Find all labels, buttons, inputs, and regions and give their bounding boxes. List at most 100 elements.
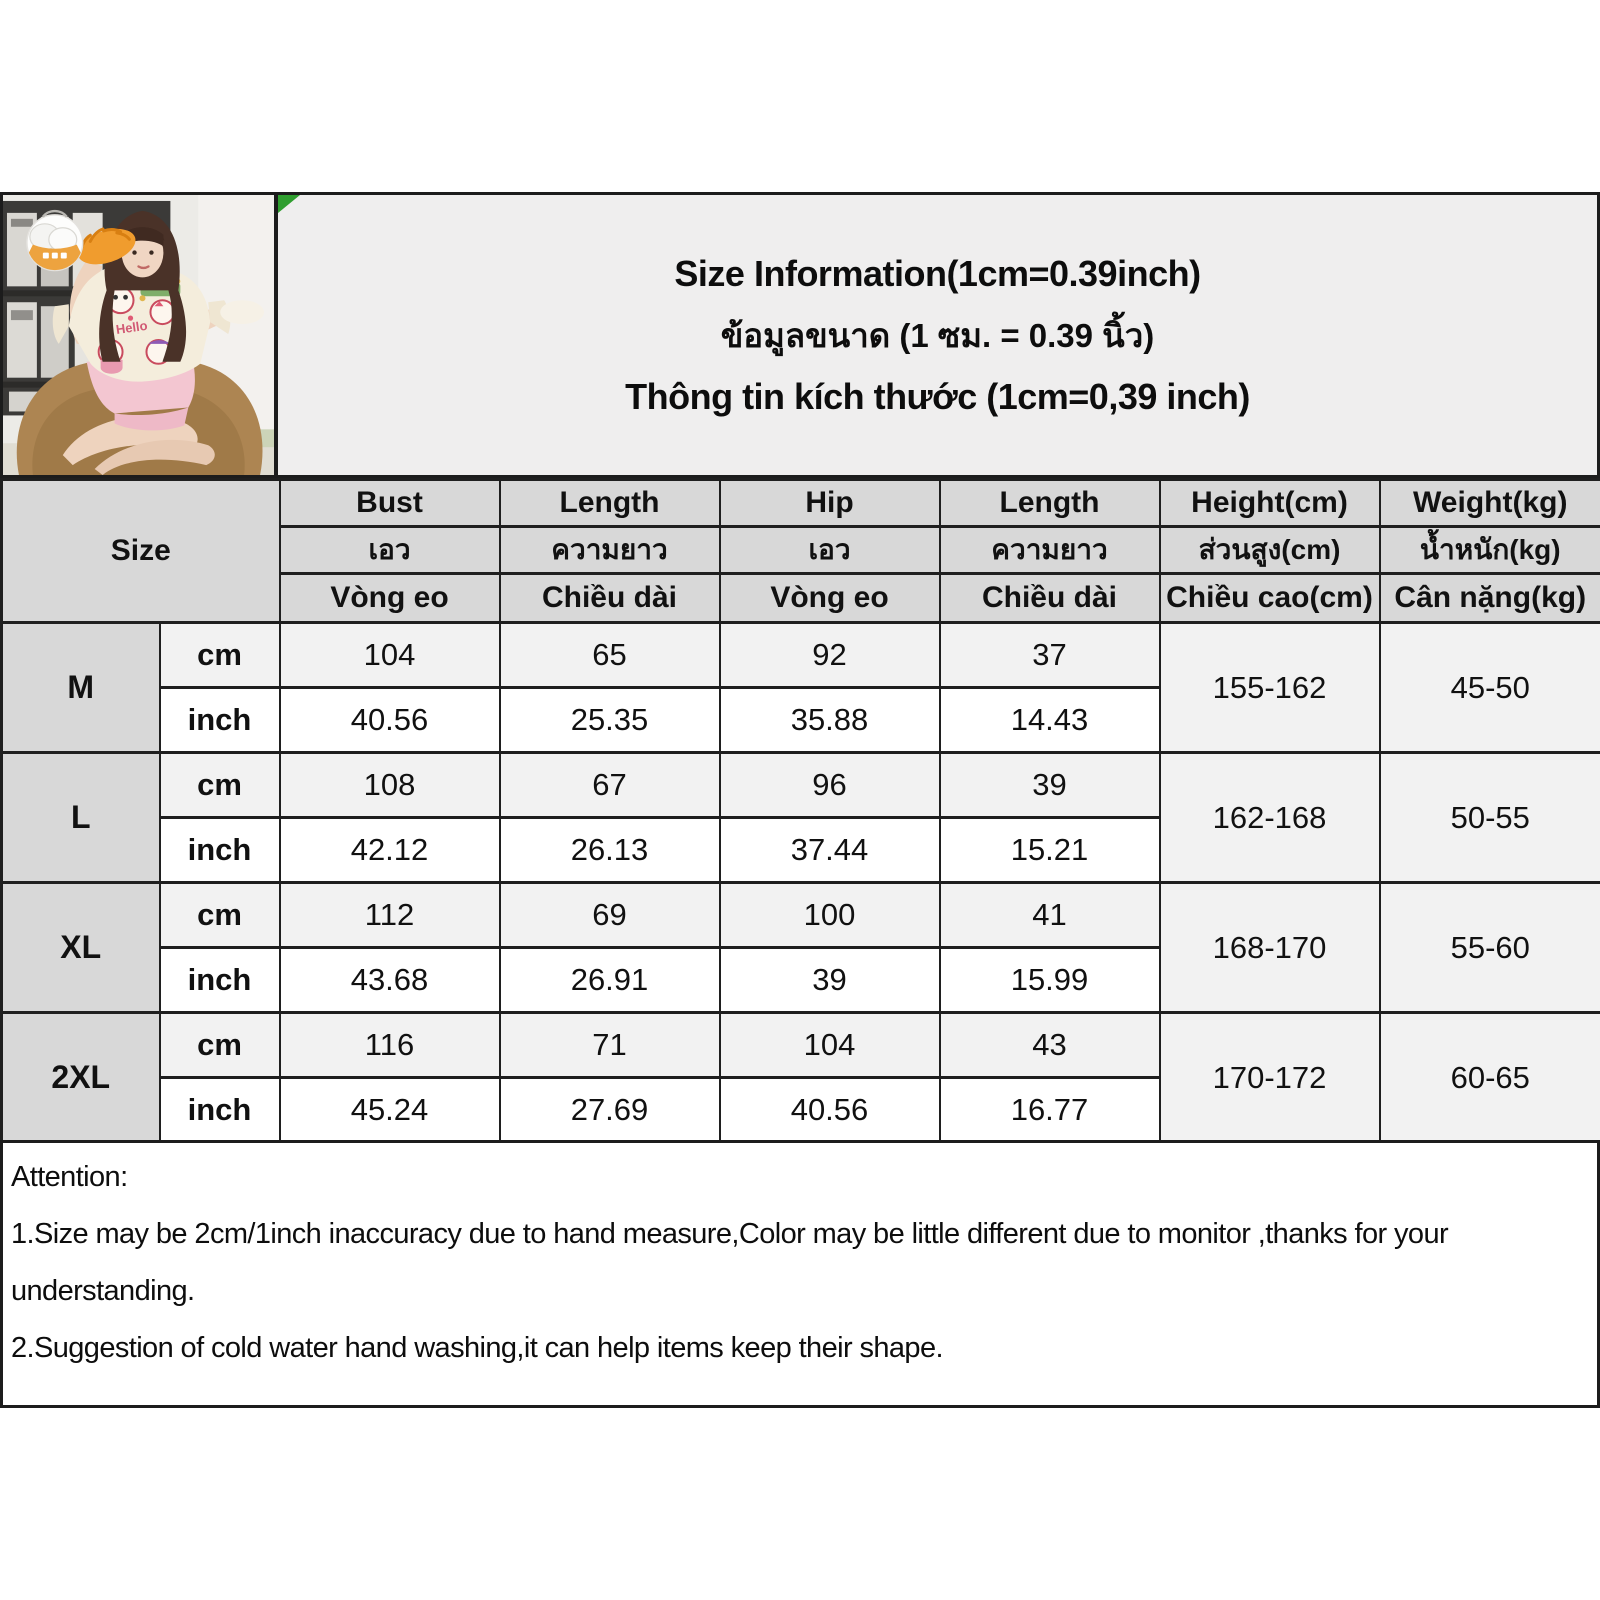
col-header-hip: Hip <box>718 478 941 528</box>
unit-cm: cm <box>158 751 281 819</box>
table-row-2xl-cm: 2XL cm 116 71 104 43 170-172 60-65 <box>0 1011 1600 1144</box>
2xl-height-range: 170-172 <box>1158 1011 1381 1144</box>
svg-text:Hello: Hello <box>115 318 149 337</box>
unit-inch: inch <box>158 816 281 884</box>
table-row-xl-inch: inch 43.68 26.91 39 15.99 <box>2 946 1600 1014</box>
l-bust-cm: 108 <box>278 751 501 819</box>
size-xl: XL <box>0 881 161 1014</box>
col-header-bust-vi: Vòng eo <box>278 572 501 624</box>
m-hip-inch: 35.88 <box>718 686 941 754</box>
col-header-length-bottom-th: ความยาว <box>938 525 1161 575</box>
m-bust-inch: 40.56 <box>278 686 501 754</box>
table-row-2xl-inch: inch 45.24 27.69 40.56 16.77 <box>2 1076 1600 1144</box>
2xl-hip-cm: 104 <box>718 1011 941 1079</box>
col-header-weight-vi: Cân nặng(kg) <box>1378 572 1600 624</box>
unit-cm: cm <box>158 621 281 689</box>
l-hip-cm: 96 <box>718 751 941 819</box>
table-row-l-cm: L cm 108 67 96 39 162-168 50-55 <box>0 751 1600 884</box>
product-photo-illustration: Hello <box>3 195 274 475</box>
l-weight-range: 50-55 <box>1378 751 1600 884</box>
2xl-length2-inch: 16.77 <box>938 1076 1161 1144</box>
xl-length-inch: 26.91 <box>498 946 721 1014</box>
m-length-inch: 25.35 <box>498 686 721 754</box>
col-header-height-th: ส่วนสูง(cm) <box>1158 525 1381 575</box>
m-length2-cm: 37 <box>938 621 1161 689</box>
xl-height-range: 168-170 <box>1158 881 1381 1014</box>
2xl-length-cm: 71 <box>498 1011 721 1079</box>
shorts-shade <box>114 407 189 431</box>
xl-length-cm: 69 <box>498 881 721 949</box>
col-header-weight-th: น้ำหนัก(kg) <box>1378 525 1600 575</box>
header-row-thai: เอว ความยาว เอว ความยาว ส่วนสูง(cm) น้ำห… <box>2 525 1600 575</box>
xl-length2-cm: 41 <box>938 881 1161 949</box>
title-vietnamese: Thông tin kích thước (1cm=0,39 inch) <box>625 375 1250 417</box>
unit-cm: cm <box>158 1011 281 1079</box>
sleeve-right <box>52 304 69 344</box>
title-box: Size Information(1cm=0.39inch) ข้อมูลขนา… <box>278 192 1600 478</box>
col-header-hip-th: เอว <box>718 525 941 575</box>
col-header-height: Height(cm) <box>1158 478 1381 528</box>
title-thai: ข้อมูลขนาด (1 ซม. = 0.39 นิ้ว) <box>720 316 1155 354</box>
m-weight-range: 45-50 <box>1378 621 1600 754</box>
xl-hip-inch: 39 <box>718 946 941 1014</box>
2xl-hip-inch: 40.56 <box>718 1076 941 1144</box>
product-photo: Hello <box>0 192 278 478</box>
l-length-cm: 67 <box>498 751 721 819</box>
col-header-length-bottom: Length <box>938 478 1161 528</box>
table-row-xl-cm: XL cm 112 69 100 41 168-170 55-60 <box>0 881 1600 1014</box>
xl-bust-inch: 43.68 <box>278 946 501 1014</box>
attention-note-1: 1.Size may be 2cm/1inch inaccuracy due t… <box>11 1218 1449 1307</box>
title-english: Size Information(1cm=0.39inch) <box>674 252 1201 294</box>
bun-plush <box>220 300 265 325</box>
2xl-length-inch: 27.69 <box>498 1076 721 1144</box>
col-header-length-top: Length <box>498 478 721 528</box>
size-m: M <box>0 621 161 754</box>
col-header-length-top-th: ความยาว <box>498 525 721 575</box>
m-length-cm: 65 <box>498 621 721 689</box>
unit-inch: inch <box>158 1076 281 1144</box>
size-2xl: 2XL <box>0 1011 161 1144</box>
unit-inch: inch <box>158 946 281 1014</box>
xl-bust-cm: 112 <box>278 881 501 949</box>
xl-weight-range: 55-60 <box>1378 881 1600 1014</box>
table-row-m-cm: M cm 104 65 92 37 155-162 45-50 <box>0 621 1600 754</box>
m-height-range: 155-162 <box>1158 621 1381 754</box>
l-length2-cm: 39 <box>938 751 1161 819</box>
col-header-weight: Weight(kg) <box>1378 478 1600 528</box>
attention-box: Attention: 1.Size may be 2cm/1inch inacc… <box>0 1140 1600 1408</box>
croissant-plush <box>77 227 136 265</box>
l-bust-inch: 42.12 <box>278 816 501 884</box>
green-corner-accent <box>278 195 300 213</box>
col-header-bust-th: เอว <box>278 525 501 575</box>
size-header-cell: Size <box>0 478 281 624</box>
2xl-bust-inch: 45.24 <box>278 1076 501 1144</box>
col-header-length-top-vi: Chiều dài <box>498 572 721 624</box>
col-header-length-bottom-vi: Chiều dài <box>938 572 1161 624</box>
attention-note-2: 2.Suggestion of cold water hand washing,… <box>11 1332 944 1364</box>
m-hip-cm: 92 <box>718 621 941 689</box>
col-header-bust: Bust <box>278 478 501 528</box>
l-length2-inch: 15.21 <box>938 816 1161 884</box>
l-hip-inch: 37.44 <box>718 816 941 884</box>
size-table: Size Bust Length Hip Length Height(cm) W… <box>0 478 1600 1144</box>
xl-hip-cm: 100 <box>718 881 941 949</box>
attention-title: Attention: <box>11 1161 128 1193</box>
badge <box>26 209 84 272</box>
size-l: L <box>0 751 161 884</box>
xl-length2-inch: 15.99 <box>938 946 1161 1014</box>
table-row-m-inch: inch 40.56 25.35 35.88 14.43 <box>2 686 1600 754</box>
header-row-vietnamese: Vòng eo Chiều dài Vòng eo Chiều dài Chiề… <box>2 572 1600 624</box>
table-row-l-inch: inch 42.12 26.13 37.44 15.21 <box>2 816 1600 884</box>
unit-inch: inch <box>158 686 281 754</box>
m-length2-inch: 14.43 <box>938 686 1161 754</box>
2xl-length2-cm: 43 <box>938 1011 1161 1079</box>
unit-cm: cm <box>158 881 281 949</box>
top-section: Hello <box>0 192 1600 478</box>
l-height-range: 162-168 <box>1158 751 1381 884</box>
col-header-height-vi: Chiều cao(cm) <box>1158 572 1381 624</box>
2xl-bust-cm: 116 <box>278 1011 501 1079</box>
col-header-hip-vi: Vòng eo <box>718 572 941 624</box>
m-bust-cm: 104 <box>278 621 501 689</box>
l-length-inch: 26.13 <box>498 816 721 884</box>
